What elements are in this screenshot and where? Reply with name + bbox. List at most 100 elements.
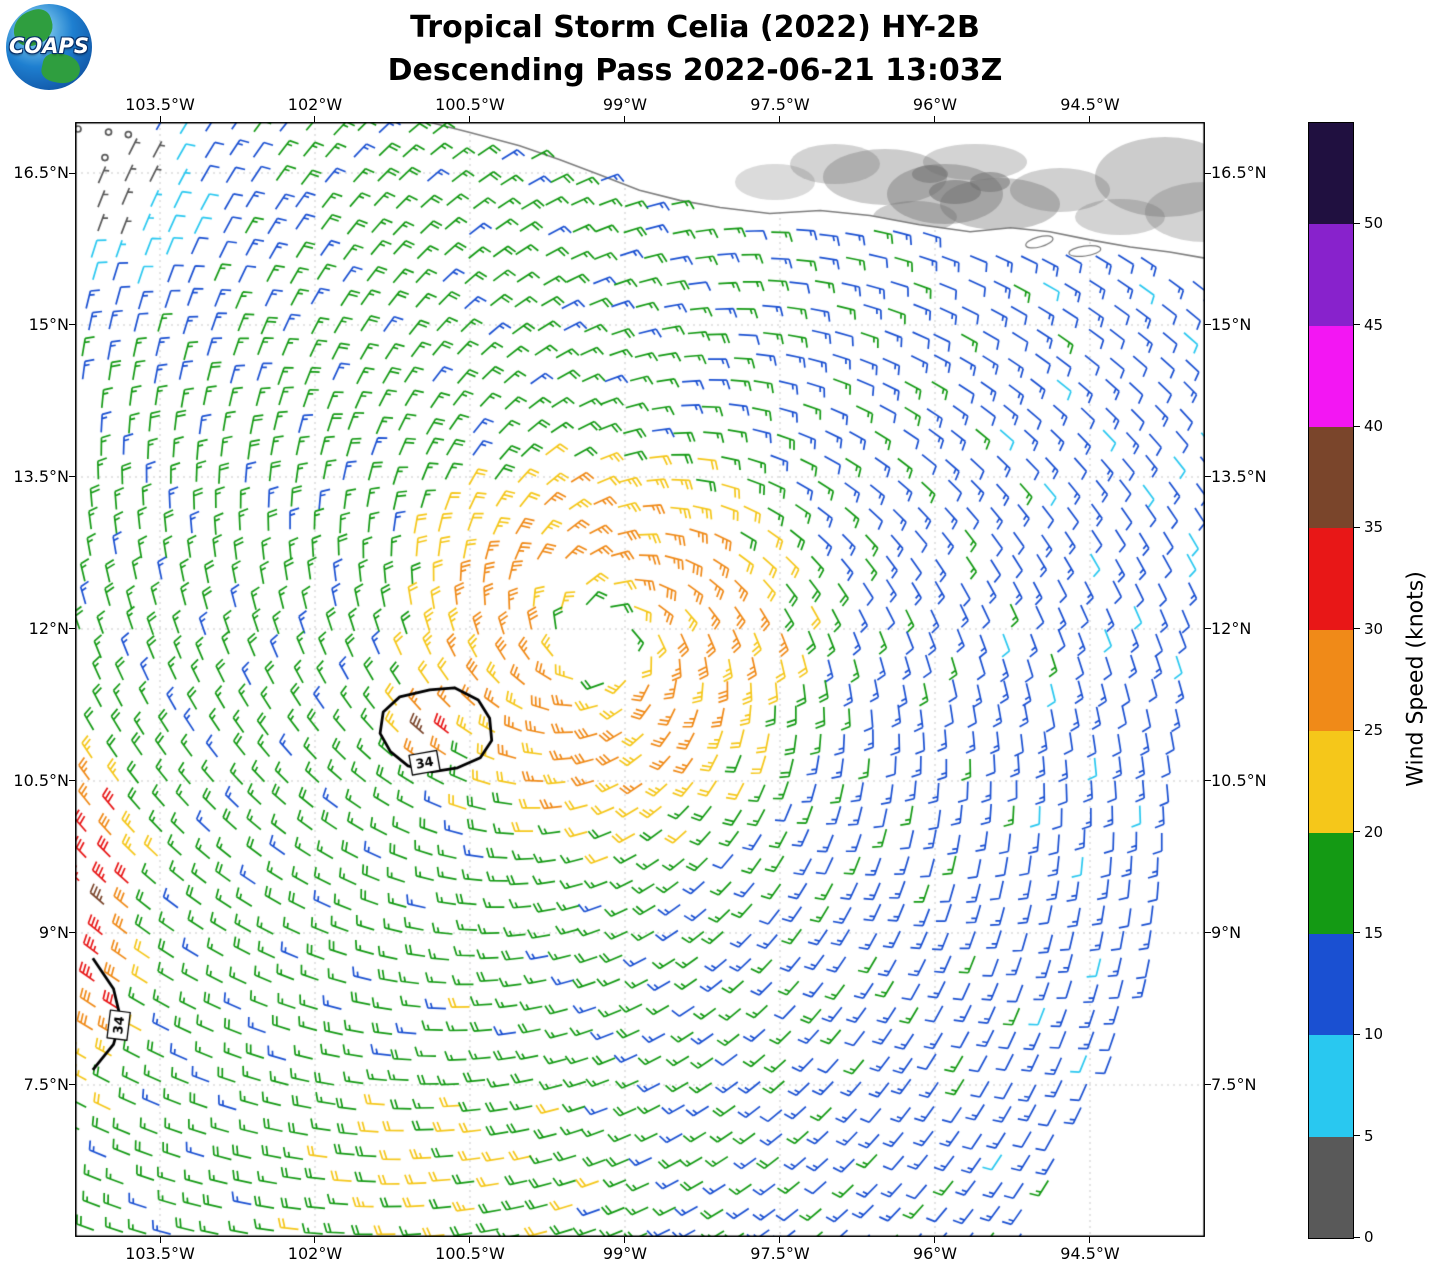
y-tick-mark <box>69 932 75 934</box>
x-tick-label-bottom: 99°W <box>602 1244 648 1263</box>
map-plot-area <box>75 122 1205 1237</box>
y-tick-mark <box>1205 1084 1211 1086</box>
chart-title-line1: Tropical Storm Celia (2022) HY-2B <box>410 10 980 45</box>
x-tick-label-bottom: 96°W <box>912 1244 958 1263</box>
colorbar-tick-label: 5 <box>1364 1126 1374 1145</box>
y-tick-label-right: 16.5°N <box>1211 163 1267 182</box>
y-tick-mark <box>69 628 75 630</box>
x-tick-label-bottom: 97.5°W <box>750 1244 810 1263</box>
x-tick-label-top: 103.5°W <box>125 95 195 114</box>
x-tick-label-bottom: 94.5°W <box>1060 1244 1120 1263</box>
colorbar-tick-label: 25 <box>1364 721 1384 740</box>
y-tick-mark <box>1205 476 1211 478</box>
y-tick-mark <box>1205 780 1211 782</box>
x-tick-mark <box>469 1237 471 1243</box>
colorbar-band-20-25 <box>1309 731 1353 833</box>
colorbar-band-40-45 <box>1309 325 1353 428</box>
x-tick-mark <box>624 1237 626 1243</box>
y-tick-mark <box>69 1084 75 1086</box>
y-tick-label-right: 13.5°N <box>1211 466 1267 486</box>
x-tick-mark <box>779 116 781 122</box>
x-tick-mark <box>934 1237 936 1243</box>
y-tick-mark <box>1205 932 1211 934</box>
coaps-globe-icon <box>6 4 92 90</box>
colorbar-band-35-40 <box>1309 427 1353 529</box>
colorbar-tick-mark <box>1354 1033 1360 1035</box>
x-tick-label-bottom: 100.5°W <box>435 1244 505 1263</box>
x-tick-mark <box>314 1237 316 1243</box>
y-tick-label-left: 7.5°N <box>23 1074 69 1094</box>
colorbar-band-45-50 <box>1309 224 1353 326</box>
y-tick-label-left: 9°N <box>38 922 69 942</box>
x-tick-mark <box>1089 116 1091 122</box>
y-tick-mark <box>69 780 75 782</box>
x-tick-mark <box>159 1237 161 1243</box>
y-tick-mark <box>69 324 75 326</box>
colorbar-tick-mark <box>1354 831 1360 833</box>
colorbar-tick-label: 35 <box>1364 518 1384 537</box>
colorbar-tick-mark <box>1354 222 1360 224</box>
y-tick-label-right: 9°N <box>1211 922 1242 942</box>
chart-title: Tropical Storm Celia (2022) HY-2B Descen… <box>0 6 1390 92</box>
x-tick-label-top: 99°W <box>602 95 648 114</box>
x-tick-mark <box>779 1237 781 1243</box>
colorbar-tick-label: 40 <box>1364 417 1384 436</box>
colorbar-tick-label: 30 <box>1364 619 1384 638</box>
y-tick-label-right: 12°N <box>1211 618 1252 638</box>
wind-barb-canvas <box>75 122 1205 1237</box>
colorbar-tick-mark <box>1354 324 1360 326</box>
y-tick-label-right: 15°N <box>1211 314 1252 334</box>
colorbar-tick-label: 20 <box>1364 822 1384 841</box>
y-tick-label-left: 15°N <box>28 314 69 334</box>
y-tick-label-left: 13.5°N <box>13 466 69 486</box>
y-tick-mark <box>1205 172 1211 174</box>
colorbar-tick-mark <box>1354 628 1360 630</box>
x-tick-mark <box>934 116 936 122</box>
colorbar-band-5-10 <box>1309 1035 1353 1137</box>
y-tick-label-left: 16.5°N <box>13 163 69 182</box>
colorbar-band-25-30 <box>1309 629 1353 732</box>
coaps-logo: COAPS <box>6 4 92 90</box>
colorbar-tick-label: 15 <box>1364 923 1384 942</box>
colorbar-tick-mark <box>1354 932 1360 934</box>
y-tick-label-left: 10.5°N <box>13 770 69 790</box>
colorbar-tick-mark <box>1354 729 1360 731</box>
colorbar-tick-label: 45 <box>1364 315 1384 334</box>
colorbar-tick-label: 50 <box>1364 214 1384 233</box>
colorbar-tick-label: 10 <box>1364 1025 1384 1044</box>
y-tick-label-right: 10.5°N <box>1211 770 1267 790</box>
x-tick-mark <box>314 116 316 122</box>
colorbar-tick-mark <box>1354 1236 1360 1238</box>
y-tick-mark <box>1205 324 1211 326</box>
x-tick-label-top: 96°W <box>912 95 958 114</box>
x-tick-label-top: 100.5°W <box>435 95 505 114</box>
y-tick-mark <box>69 172 75 174</box>
colorbar-tick-mark <box>1354 1135 1360 1137</box>
colorbar-band-0-5 <box>1309 1136 1353 1238</box>
y-tick-label-right: 7.5°N <box>1211 1074 1257 1094</box>
colorbar-tick-mark <box>1354 425 1360 427</box>
colorbar-band-30-35 <box>1309 528 1353 630</box>
x-tick-label-bottom: 102°W <box>287 1244 343 1263</box>
x-tick-label-bottom: 103.5°W <box>125 1244 195 1263</box>
x-tick-mark <box>624 116 626 122</box>
x-tick-mark <box>469 116 471 122</box>
colorbar-tick-label: 0 <box>1364 1228 1374 1246</box>
chart-title-line2: Descending Pass 2022-06-21 13:03Z <box>387 53 1003 88</box>
colorbar-band-15-20 <box>1309 832 1353 934</box>
x-tick-mark <box>1089 1237 1091 1243</box>
colorbar-band-50-55 <box>1309 123 1353 225</box>
x-tick-mark <box>159 116 161 122</box>
colorbar-label: Wind Speed (knots) <box>1403 571 1429 787</box>
coaps-logo-text: COAPS <box>8 34 90 59</box>
x-tick-label-top: 97.5°W <box>750 95 810 114</box>
x-tick-label-top: 94.5°W <box>1060 95 1120 114</box>
colorbar-tick-mark <box>1354 526 1360 528</box>
y-tick-label-left: 12°N <box>28 618 69 638</box>
y-tick-mark <box>69 476 75 478</box>
y-tick-mark <box>1205 628 1211 630</box>
colorbar <box>1308 122 1354 1239</box>
x-tick-label-top: 102°W <box>287 95 343 114</box>
colorbar-band-10-15 <box>1309 933 1353 1036</box>
